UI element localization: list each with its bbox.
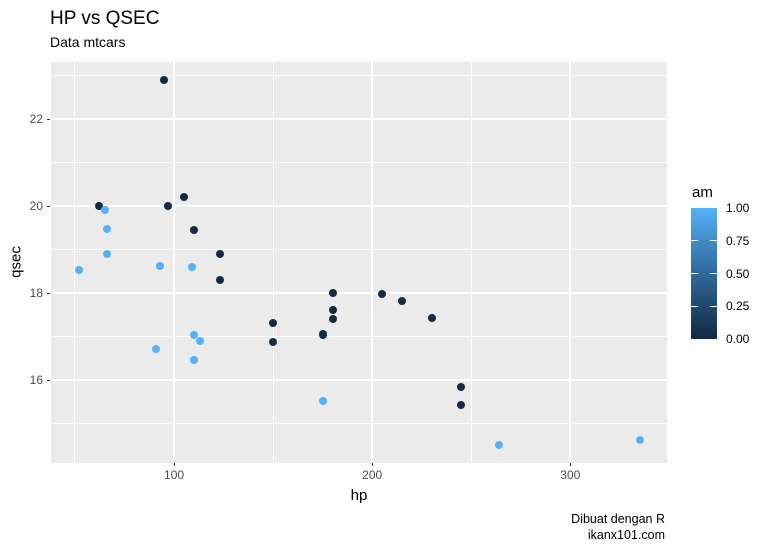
data-point — [378, 289, 387, 298]
data-point — [160, 76, 169, 85]
legend-label: 0.00 — [726, 332, 750, 346]
data-point — [189, 355, 198, 364]
minor-gridline-x — [470, 62, 472, 463]
y-axis-tick — [47, 119, 50, 121]
major-gridline-x — [173, 62, 176, 463]
legend-label: 0.75 — [726, 233, 750, 248]
data-point — [328, 306, 337, 315]
x-tick-label: 100 — [164, 468, 185, 482]
x-tick-label: 300 — [560, 468, 581, 482]
data-point — [189, 331, 198, 340]
data-point — [318, 397, 327, 406]
legend-bar-tick — [691, 305, 698, 307]
data-point — [100, 206, 109, 215]
data-point — [457, 401, 466, 410]
data-point — [427, 314, 436, 323]
data-point — [269, 319, 278, 328]
caption-line-1: Dibuat dengan R — [571, 512, 665, 526]
data-point — [328, 288, 337, 297]
y-tick-label: 20 — [29, 199, 43, 214]
data-point — [397, 296, 406, 305]
minor-gridline-y — [51, 422, 667, 424]
minor-gridline-x — [74, 62, 76, 463]
legend-bar-tick — [710, 305, 717, 307]
data-point — [494, 440, 503, 449]
legend-label: 0.50 — [726, 266, 750, 281]
data-point — [635, 436, 644, 445]
minor-gridline-y — [51, 162, 667, 164]
minor-gridline-y — [51, 248, 667, 250]
plot-caption: Dibuat dengan R ikanx101.com — [51, 511, 665, 543]
data-point — [164, 201, 173, 210]
data-point — [156, 262, 165, 271]
x-tick-label: 200 — [362, 468, 383, 482]
legend-label: 0.25 — [726, 299, 750, 314]
data-point — [195, 336, 204, 345]
y-tick-label: 22 — [29, 112, 43, 127]
minor-gridline-y — [51, 75, 667, 77]
major-gridline-x — [569, 62, 572, 463]
data-point — [74, 266, 83, 275]
y-axis-tick — [47, 206, 50, 208]
y-tick-label: 16 — [29, 372, 43, 387]
data-point — [457, 382, 466, 391]
plot-subtitle: Data mtcars — [50, 34, 126, 50]
data-point — [215, 275, 224, 284]
x-axis-tick — [570, 463, 572, 466]
major-gridline-x — [371, 62, 374, 463]
data-point — [94, 202, 103, 211]
caption-line-2: ikanx101.com — [587, 528, 665, 542]
y-axis-tick — [47, 379, 50, 381]
data-point — [269, 337, 278, 346]
major-gridline-y — [51, 291, 667, 294]
legend-label: 1.00 — [726, 201, 750, 215]
y-axis-title: qsec — [7, 246, 25, 278]
data-point — [215, 249, 224, 258]
data-point — [179, 192, 188, 201]
legend-bar-tick — [691, 273, 698, 274]
data-point — [102, 225, 111, 234]
legend-bar-tick — [710, 240, 717, 242]
y-tick-label: 18 — [29, 285, 43, 300]
y-axis-tick — [47, 292, 50, 294]
major-gridline-y — [51, 118, 667, 121]
legend-bar-tick — [691, 240, 698, 242]
minor-gridline-x — [272, 62, 274, 463]
legend-bar-tick — [710, 273, 717, 274]
major-gridline-y — [51, 378, 667, 381]
data-point — [328, 314, 337, 323]
x-axis-tick — [372, 463, 374, 466]
x-axis-tick — [174, 463, 176, 466]
minor-gridline-y — [51, 335, 667, 337]
x-axis-title: hp — [350, 487, 368, 504]
legend-title: am — [692, 184, 713, 201]
data-point — [189, 226, 198, 235]
data-point — [152, 345, 161, 354]
data-point — [318, 330, 327, 339]
chart-panel — [51, 62, 667, 463]
data-point — [102, 249, 111, 258]
major-gridline-y — [51, 205, 667, 208]
data-point — [187, 262, 196, 271]
plot-title: HP vs QSEC — [50, 8, 160, 29]
